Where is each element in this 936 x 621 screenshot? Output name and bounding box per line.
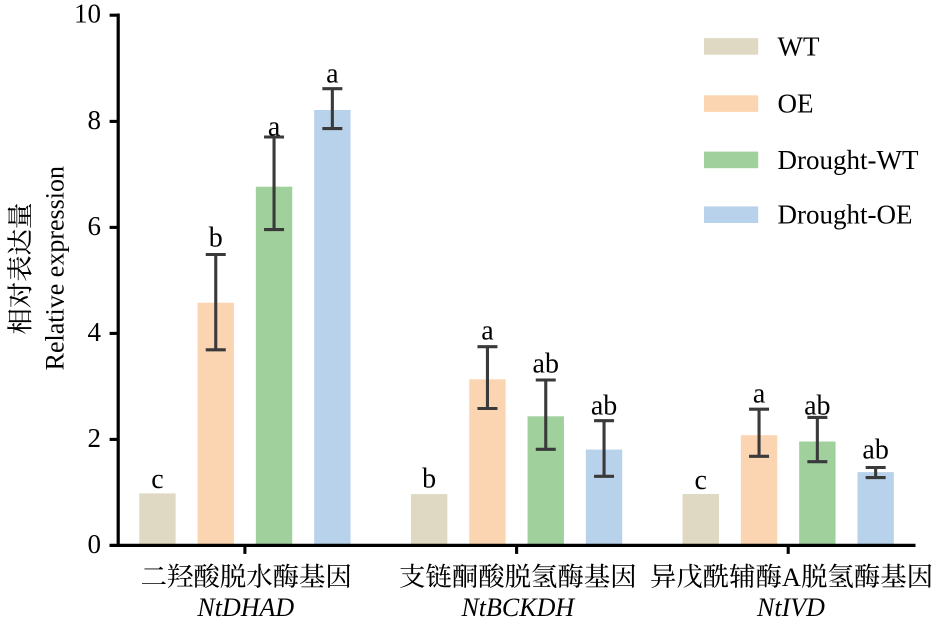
svg-text:4: 4	[88, 317, 102, 347]
svg-text:a: a	[481, 315, 494, 346]
svg-text:10: 10	[74, 0, 101, 29]
svg-text:b: b	[209, 222, 223, 253]
svg-text:ab: ab	[862, 434, 888, 465]
svg-text:c: c	[695, 465, 707, 496]
svg-text:WT: WT	[778, 31, 820, 61]
svg-text:a: a	[268, 112, 281, 143]
svg-text:Relative expression: Relative expression	[41, 166, 70, 370]
svg-text:A: A	[782, 562, 801, 592]
svg-text:c: c	[151, 464, 163, 495]
svg-text:b: b	[422, 463, 436, 494]
svg-text:NtBCKDH: NtBCKDH	[460, 593, 575, 621]
svg-text:a: a	[326, 59, 339, 90]
svg-text:ab: ab	[533, 349, 559, 380]
svg-text:8: 8	[88, 105, 102, 135]
svg-text:Drought-OE: Drought-OE	[778, 200, 913, 230]
svg-text:a: a	[753, 378, 766, 409]
svg-text:NtIVD: NtIVD	[756, 593, 825, 621]
svg-text:ab: ab	[591, 390, 617, 421]
svg-text:ab: ab	[804, 391, 830, 422]
svg-text:6: 6	[88, 211, 102, 241]
svg-text:NtDHAD: NtDHAD	[196, 593, 294, 621]
svg-text:OE: OE	[778, 89, 814, 119]
svg-text:2: 2	[88, 423, 102, 453]
svg-text:0: 0	[88, 529, 102, 559]
svg-text:Drought-WT: Drought-WT	[778, 145, 919, 175]
